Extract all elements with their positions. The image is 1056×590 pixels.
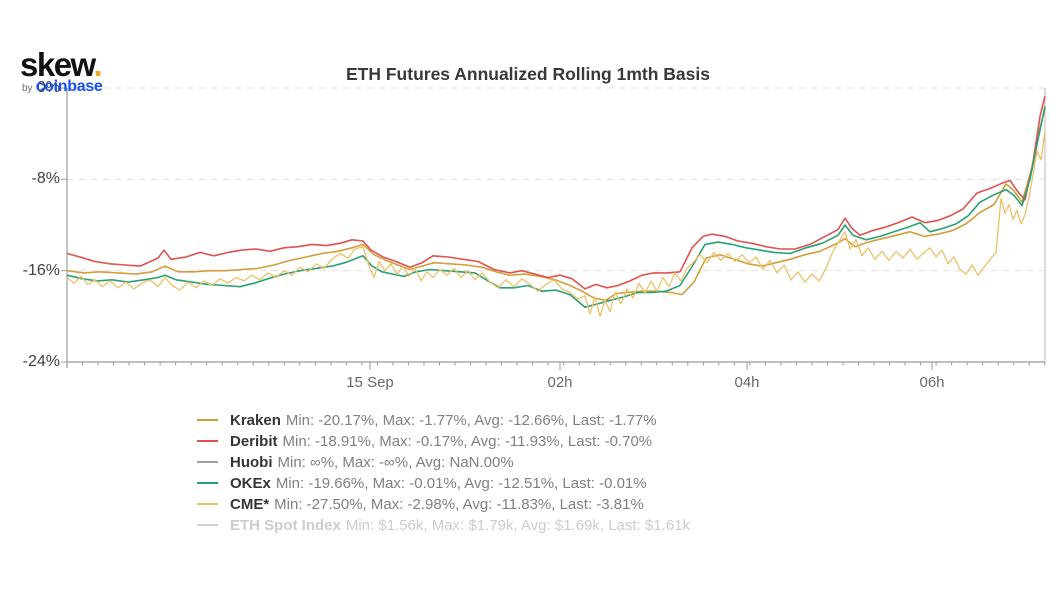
x-tick-label: 02h — [547, 374, 573, 391]
y-tick-label: -8% — [31, 170, 60, 188]
legend-swatch-line-icon — [197, 524, 218, 526]
x-tick-label: 06h — [919, 374, 945, 391]
legend-item-huobi[interactable]: Huobi Min: ∞%, Max: -∞%, Avg: NaN.00% — [197, 452, 690, 473]
plot-area[interactable] — [61, 87, 1046, 370]
legend-series-name: Deribit — [230, 433, 278, 450]
series-line-deribit — [66, 95, 1046, 290]
x-tick-label: 04h — [734, 374, 760, 391]
legend-swatch-line-icon — [197, 482, 218, 484]
skew-logo[interactable]: skew. by coinbase — [20, 48, 103, 95]
legend-item-kraken[interactable]: Kraken Min: -20.17%, Max: -1.77%, Avg: -1… — [197, 410, 690, 431]
legend-item-eth-spot-index[interactable]: ETH Spot Index Min: $1.56k, Max: $1.79k, … — [197, 515, 690, 536]
legend-item-deribit[interactable]: Deribit Min: -18.91%, Max: -0.17%, Avg: -… — [197, 431, 690, 452]
legend-series-stats: Min: -19.66%, Max: -0.01%, Avg: -12.51%,… — [275, 475, 647, 492]
legend-series-stats: Min: -27.50%, Max: -2.98%, Avg: -11.83%,… — [274, 496, 644, 513]
series-line-kraken — [66, 108, 1046, 302]
legend-series-name: OKEx — [230, 475, 271, 492]
legend-series-stats: Min: -20.17%, Max: -1.77%, Avg: -12.66%,… — [285, 412, 657, 429]
coinbase-byline: by coinbase — [22, 78, 103, 95]
skew-wordmark: skew. — [20, 46, 103, 83]
legend-series-name: Huobi — [230, 454, 273, 471]
legend-series-stats: Min: $1.56k, Max: $1.79k, Avg: $1.69k, L… — [345, 517, 690, 534]
legend-swatch-line-icon — [197, 461, 218, 463]
legend-swatch-line-icon — [197, 503, 218, 505]
legend-series-name: CME* — [230, 496, 270, 513]
x-tick-label: 15 Sep — [346, 374, 394, 391]
legend-swatch-line-icon — [197, 440, 218, 442]
legend-series-stats: Min: -18.91%, Max: -0.17%, Avg: -11.93%,… — [282, 433, 653, 450]
legend-series-name: Kraken — [230, 412, 281, 429]
chart-title: ETH Futures Annualized Rolling 1mth Basi… — [346, 64, 710, 84]
legend-swatch-line-icon — [197, 419, 218, 421]
legend-item-okex[interactable]: OKEx Min: -19.66%, Max: -0.01%, Avg: -12.… — [197, 473, 690, 494]
y-tick-label: -24% — [22, 353, 60, 370]
series-line-okex — [66, 106, 1046, 308]
legend-item-cme-[interactable]: CME* Min: -27.50%, Max: -2.98%, Avg: -11.… — [197, 494, 690, 515]
legend-series-name: ETH Spot Index — [230, 517, 341, 534]
orange-dot-icon: . — [93, 46, 103, 83]
chart-legend: Kraken Min: -20.17%, Max: -1.77%, Avg: -1… — [197, 410, 690, 536]
coinbase-wordmark: coinbase — [35, 78, 103, 95]
y-tick-label: -16% — [22, 261, 60, 279]
y-tick-label: 0% — [36, 79, 60, 96]
legend-series-stats: Min: ∞%, Max: -∞%, Avg: NaN.00% — [277, 454, 514, 471]
chart-canvas — [61, 87, 1046, 370]
series-line-cme- — [66, 131, 1046, 317]
